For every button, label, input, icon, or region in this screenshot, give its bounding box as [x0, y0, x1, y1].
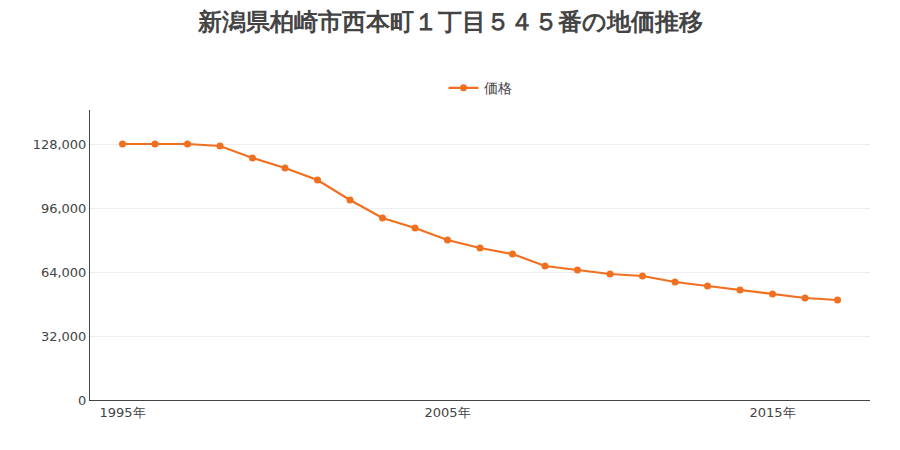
svg-text:128,000: 128,000 — [33, 137, 87, 152]
svg-text:価格: 価格 — [484, 80, 512, 96]
svg-text:新潟県柏崎市西本町１丁目５４５番の地価推移: 新潟県柏崎市西本町１丁目５４５番の地価推移 — [197, 8, 703, 36]
svg-text:64,000: 64,000 — [41, 265, 87, 280]
svg-text:2015年: 2015年 — [749, 405, 795, 420]
svg-text:1995年: 1995年 — [99, 405, 145, 420]
svg-text:2005年: 2005年 — [424, 405, 470, 420]
svg-text:32,000: 32,000 — [41, 329, 87, 344]
svg-text:96,000: 96,000 — [41, 201, 87, 216]
svg-text:0: 0 — [78, 393, 86, 408]
